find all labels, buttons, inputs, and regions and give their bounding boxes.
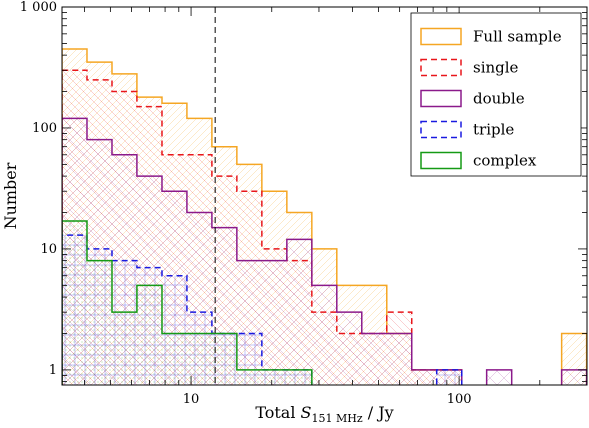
x-axis-title: Total S151 MHz / Jy <box>255 403 393 425</box>
triple-bar-15 <box>436 369 462 385</box>
axis-ticks <box>62 6 588 385</box>
histogram-steps <box>62 48 587 385</box>
double-bar-9 <box>286 239 312 385</box>
double-bar-17 <box>486 369 512 385</box>
legend-label-full-sample: Full sample <box>473 28 562 46</box>
double-bar-8 <box>261 260 287 385</box>
complex-bar-3 <box>136 285 162 385</box>
legend-swatch-single <box>420 58 462 77</box>
y-tick-label: 1 000 <box>20 0 57 15</box>
hatch-fills <box>62 48 587 385</box>
complex-bar-8 <box>261 369 287 385</box>
complex-bar-1 <box>86 260 112 385</box>
legend-swatch-complex <box>420 151 462 170</box>
y-tick-label: 1 <box>49 363 57 378</box>
complex-bar-2 <box>111 312 137 385</box>
triple-step-line <box>62 234 463 385</box>
double-bar-13 <box>386 333 412 385</box>
double-bar-12 <box>361 333 387 385</box>
legend-label-triple: triple <box>473 121 514 139</box>
legend-box <box>410 12 582 177</box>
legend: Full sample single double triple complex <box>410 12 582 177</box>
legend-label-single: single <box>473 59 519 77</box>
x-tick-label: 100 <box>447 392 472 407</box>
legend-swatch-double <box>420 89 462 108</box>
plot-frame <box>61 6 588 386</box>
double-bar-10 <box>311 285 337 385</box>
complex-step-line <box>62 220 313 385</box>
y-tick-label: 100 <box>32 121 57 136</box>
full-sample-step-line <box>62 48 587 385</box>
complex-bar-6 <box>211 333 237 385</box>
complex-bar-4 <box>161 333 187 385</box>
legend-swatch-full-sample <box>420 27 462 46</box>
complex-bar-7 <box>236 369 262 385</box>
legend-label-complex: complex <box>473 152 537 170</box>
double-step-line <box>62 117 587 385</box>
legend-swatch-triple <box>420 120 462 139</box>
y-tick-label: 10 <box>40 242 57 257</box>
double-bar-11 <box>336 312 362 385</box>
double-bar-20 <box>561 369 587 385</box>
legend-label-double: double <box>473 90 525 108</box>
complex-bar-9 <box>286 369 312 385</box>
complex-bar-0 <box>62 221 87 385</box>
axis-tick-labels: 10 100 1 10 100 1 000 <box>20 0 472 407</box>
y-axis-title: Number <box>1 162 20 229</box>
x-tick-label: 10 <box>183 392 200 407</box>
